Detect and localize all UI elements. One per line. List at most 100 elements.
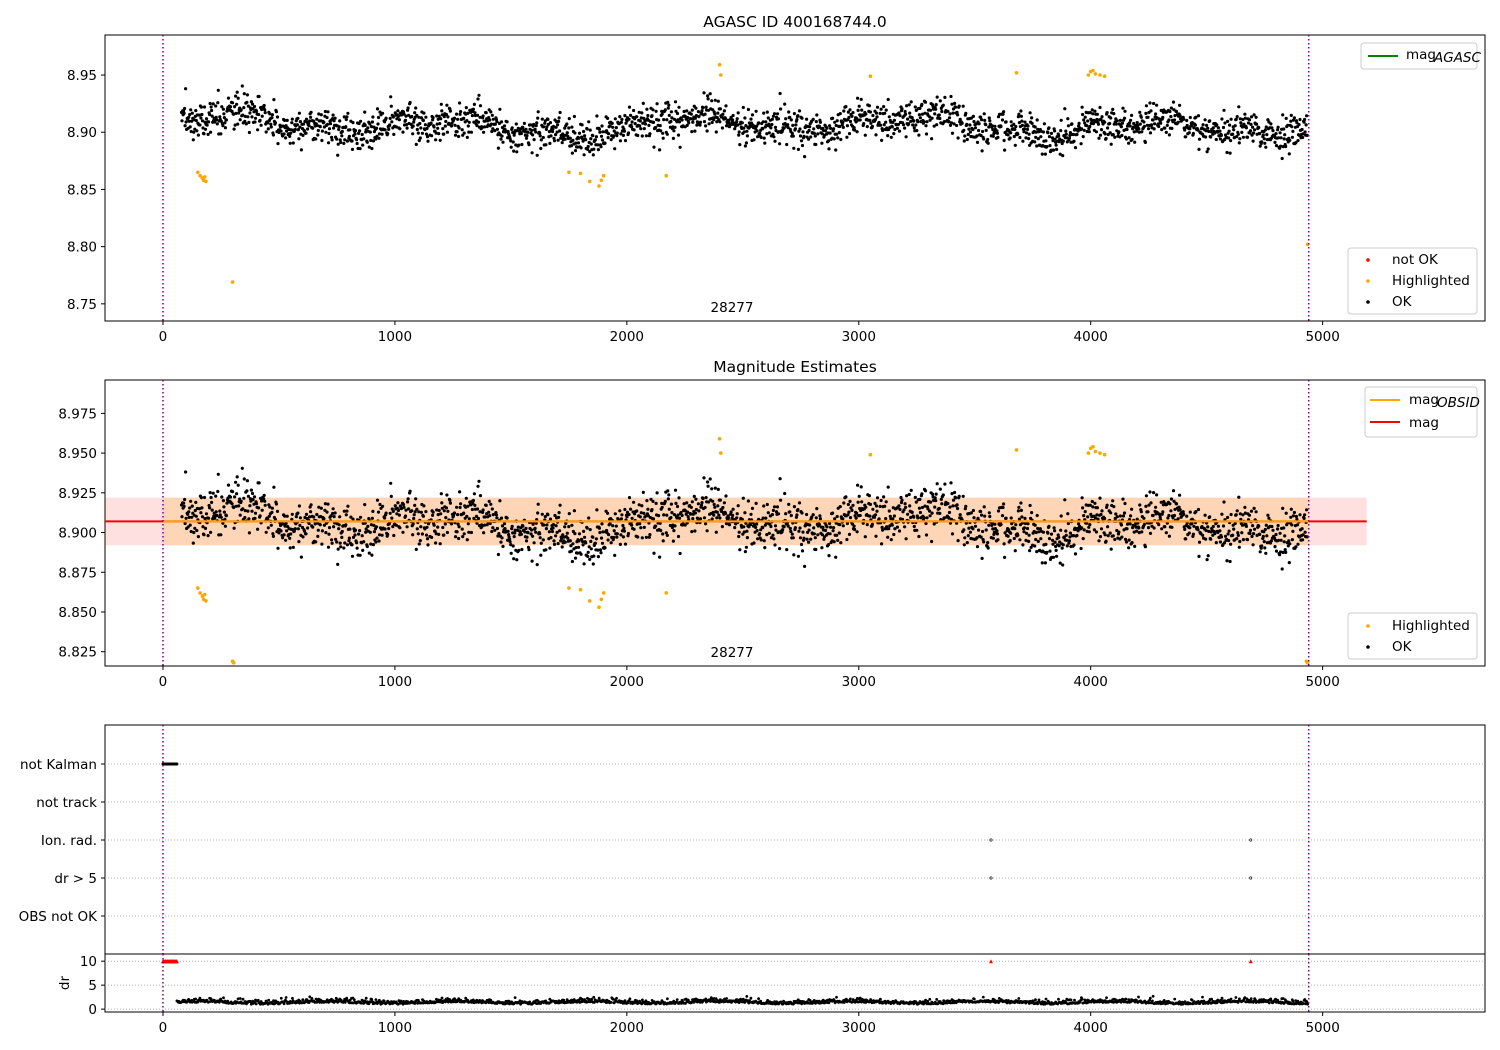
data-point-ok (1149, 501, 1153, 505)
data-point-ok (424, 115, 428, 119)
data-point-ok (512, 149, 516, 153)
data-point-highlighted (587, 179, 592, 184)
data-point-ok (325, 510, 329, 514)
data-point-ok (570, 559, 575, 564)
data-point-ok (360, 132, 364, 137)
data-point-ok (452, 116, 457, 120)
data-point-ok (332, 126, 336, 130)
data-point-ok (592, 554, 596, 558)
data-point-ok (691, 120, 695, 124)
data-point-ok (1182, 117, 1186, 121)
data-point-ok (485, 523, 489, 527)
data-point-ok (697, 115, 701, 119)
data-point-ok (775, 505, 780, 509)
data-point-ok (247, 531, 251, 535)
data-point-ok (1244, 126, 1248, 130)
data-point-ok (651, 517, 656, 521)
data-point-ok (430, 535, 434, 540)
data-point-highlighted (664, 591, 669, 595)
data-point-ok (842, 109, 846, 113)
data-point-ok (558, 110, 562, 115)
data-point-ok (1190, 522, 1194, 526)
data-point-ok (1303, 513, 1307, 517)
data-point-ok (1155, 493, 1159, 497)
data-point-ok (718, 107, 723, 111)
data-point-ok (987, 523, 991, 527)
data-point-ok (1109, 511, 1113, 515)
data-point-ok (779, 107, 783, 111)
data-point-ok (845, 124, 850, 128)
data-point-ok (1225, 559, 1229, 563)
data-point-ok (727, 125, 732, 129)
data-point-ok (250, 509, 254, 513)
data-point-ok (937, 506, 941, 511)
data-point-ok (245, 100, 249, 104)
data-point-ok (831, 116, 835, 120)
data-point-ok (855, 511, 859, 515)
data-point-ok (693, 116, 698, 120)
data-point-ok (1190, 124, 1194, 128)
data-point-ok (586, 554, 590, 559)
data-point-ok (397, 513, 401, 517)
data-point-ok (948, 123, 953, 127)
data-point-ok (609, 541, 613, 545)
data-point-ok (1223, 121, 1227, 125)
data-point-ok (1237, 141, 1241, 145)
data-point-ok (1220, 512, 1224, 516)
data-point-ok (426, 543, 430, 547)
data-point-ok (376, 115, 381, 120)
data-point-ok (857, 104, 861, 108)
data-point-ok (1033, 523, 1037, 527)
data-point-highlighted (1098, 73, 1102, 77)
data-point-ok (396, 114, 400, 118)
data-point-ok (372, 125, 376, 129)
data-point-ok (378, 110, 382, 114)
data-point-ok (629, 507, 633, 511)
data-point-ok (724, 522, 729, 526)
data-point-ok (495, 127, 499, 131)
data-point-ok (439, 492, 443, 496)
data-point-ok (334, 537, 338, 541)
data-point-ok (1276, 527, 1280, 531)
data-point-ok (1135, 129, 1139, 133)
data-point-ok (1146, 510, 1150, 514)
data-point-ok (326, 141, 331, 145)
dr-point (217, 1000, 221, 1004)
data-point-ok (1157, 523, 1161, 527)
data-point-ok (971, 114, 976, 118)
data-point-ok (979, 509, 983, 514)
data-point-ok (445, 130, 449, 134)
data-point-ok (917, 113, 922, 117)
data-point-ok (1278, 553, 1282, 557)
data-point-ok (540, 512, 544, 516)
data-point-ok (699, 503, 704, 507)
data-point-ok (1057, 535, 1061, 540)
data-point-ok (784, 117, 788, 121)
data-point-ok (665, 513, 669, 517)
data-point-ok (405, 123, 409, 127)
data-point-ok (408, 100, 412, 105)
data-point-ok (930, 116, 934, 120)
data-point-ok (478, 494, 483, 498)
data-point-ok (646, 507, 650, 511)
data-point-ok (1114, 512, 1118, 516)
data-point-ok (216, 88, 220, 92)
data-point-ok (1117, 130, 1121, 134)
flag-point (989, 876, 993, 880)
data-point-ok (773, 125, 778, 129)
data-point-ok (1053, 129, 1057, 133)
data-point-ok (938, 511, 942, 515)
data-point-ok (1246, 121, 1251, 125)
data-point-ok (1295, 523, 1300, 527)
data-point-ok (493, 129, 497, 133)
legend-label: mag (1409, 392, 1439, 408)
data-point-ok (585, 127, 589, 131)
data-point-ok (245, 489, 249, 493)
data-point-ok (742, 130, 746, 134)
data-point-ok (1103, 120, 1107, 124)
data-point-ok (788, 510, 792, 514)
data-point-ok (872, 515, 877, 519)
data-point-ok (1164, 130, 1168, 134)
data-point-ok (563, 126, 567, 130)
data-point-ok (1093, 109, 1097, 113)
